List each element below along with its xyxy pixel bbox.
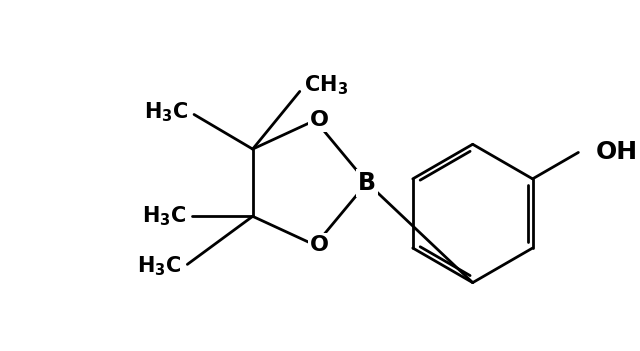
Text: $\mathregular{H_3C}$: $\mathregular{H_3C}$ xyxy=(142,205,186,228)
Text: OH: OH xyxy=(596,140,638,164)
Text: $\mathregular{H_3C}$: $\mathregular{H_3C}$ xyxy=(137,254,182,278)
Text: $\mathregular{H_3C}$: $\mathregular{H_3C}$ xyxy=(144,101,188,124)
Text: O: O xyxy=(310,110,328,130)
Text: B: B xyxy=(358,171,376,195)
Text: $\mathregular{CH_3}$: $\mathregular{CH_3}$ xyxy=(303,74,348,98)
Text: O: O xyxy=(310,235,328,255)
